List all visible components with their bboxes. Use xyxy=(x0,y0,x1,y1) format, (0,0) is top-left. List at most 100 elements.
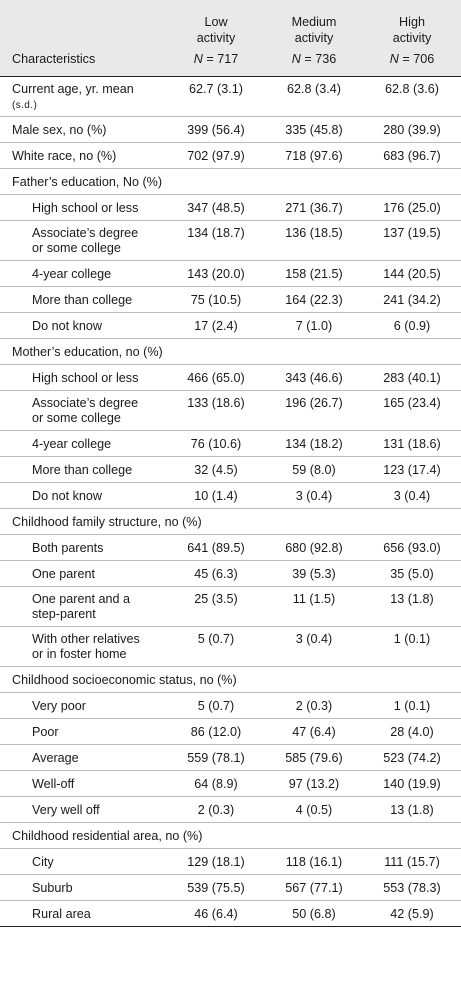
table-row: City 129 (18.1) 118 (16.1) 111 (15.7) xyxy=(0,848,461,875)
cell-low: 466 (65.0) xyxy=(167,364,265,391)
cell-medium: 134 (18.2) xyxy=(265,430,363,457)
table-row: White race, no (%) 702 (97.9) 718 (97.6) 68… xyxy=(0,142,461,169)
cell-medium: 59 (8.0) xyxy=(265,456,363,483)
cell-medium: 567 (77.1) xyxy=(265,874,363,901)
cell-low: 2 (0.3) xyxy=(167,796,265,823)
table-row: Very well off 2 (0.3) 4 (0.5) 13 (1.8) xyxy=(0,796,461,823)
n-label: N xyxy=(291,52,301,66)
row-label: Do not know xyxy=(0,482,167,509)
header-line1: High xyxy=(399,15,425,29)
cell-high: 13 (1.8) xyxy=(363,586,461,627)
row-label: Current age, yr. mean (s.d.) xyxy=(0,76,167,117)
row-label: Associate’s degree or some college xyxy=(0,390,167,431)
row-label-line2: or in foster home xyxy=(32,647,127,661)
cell-low: 64 (8.9) xyxy=(167,770,265,797)
cell-high: 111 (15.7) xyxy=(363,848,461,875)
table-row: Do not know 10 (1.4) 3 (0.4) 3 (0.4) xyxy=(0,482,461,509)
cell-medium: 335 (45.8) xyxy=(265,116,363,143)
cell-high: 123 (17.4) xyxy=(363,456,461,483)
cell-high: 656 (93.0) xyxy=(363,534,461,561)
cell-high: 683 (96.7) xyxy=(363,142,461,169)
row-label: More than college xyxy=(0,456,167,483)
cell-high: 137 (19.5) xyxy=(363,220,461,261)
header-line1: Low xyxy=(204,15,228,29)
cell-medium: 39 (5.3) xyxy=(265,560,363,587)
cell-low: 702 (97.9) xyxy=(167,142,265,169)
n-label: N xyxy=(389,52,399,66)
cell-medium: 118 (16.1) xyxy=(265,848,363,875)
cell-medium: 50 (6.8) xyxy=(265,900,363,927)
cell-low: 539 (75.5) xyxy=(167,874,265,901)
cell-high: 144 (20.5) xyxy=(363,260,461,287)
header-line2: activity xyxy=(196,31,236,45)
row-label: 4-year college xyxy=(0,260,167,287)
row-label: High school or less xyxy=(0,194,167,221)
cell-high: 280 (39.9) xyxy=(363,116,461,143)
cell-medium: 11 (1.5) xyxy=(265,586,363,627)
cell-high: 6 (0.9) xyxy=(363,312,461,339)
cell-medium: 585 (79.6) xyxy=(265,744,363,771)
table-row: Associate’s degree or some college 134 (18… xyxy=(0,220,461,261)
cell-high: 553 (78.3) xyxy=(363,874,461,901)
row-label-line1: With other relatives xyxy=(32,632,140,646)
cell-low: 75 (10.5) xyxy=(167,286,265,313)
n-value: = 736 xyxy=(304,52,337,66)
cell-medium: 164 (22.3) xyxy=(265,286,363,313)
table-row: With other relatives or in foster home 5 (… xyxy=(0,626,461,667)
cell-low: 134 (18.7) xyxy=(167,220,265,261)
header-col-high: High activity xyxy=(363,0,461,46)
header-blank xyxy=(0,0,167,46)
cell-low: 76 (10.6) xyxy=(167,430,265,457)
row-label-line1: Associate’s degree xyxy=(32,226,139,240)
table-row: One parent 45 (6.3) 39 (5.3) 35 (5.0) xyxy=(0,560,461,587)
header-col-low: Low activity xyxy=(167,0,265,46)
row-label-line2: or some college xyxy=(32,241,121,255)
cell-medium: 4 (0.5) xyxy=(265,796,363,823)
cell-high: 13 (1.8) xyxy=(363,796,461,823)
header-characteristics: Characteristics xyxy=(0,46,167,77)
cell-high: 283 (40.1) xyxy=(363,364,461,391)
row-label: Poor xyxy=(0,718,167,745)
table-row: Average 559 (78.1) 585 (79.6) 523 (74.2) xyxy=(0,744,461,771)
table-body: Current age, yr. mean (s.d.) 62.7 (3.1) 62.… xyxy=(0,76,461,927)
table-row: Associate’s degree or some college 133 (18… xyxy=(0,390,461,431)
cell-high: 42 (5.9) xyxy=(363,900,461,927)
row-label: Very well off xyxy=(0,796,167,823)
row-label: Average xyxy=(0,744,167,771)
row-label: Male sex, no (%) xyxy=(0,116,167,143)
row-label: City xyxy=(0,848,167,875)
cell-medium: 97 (13.2) xyxy=(265,770,363,797)
header-line1: Medium xyxy=(291,15,337,29)
n-label: N xyxy=(193,52,203,66)
table-row: Both parents 641 (89.5) 680 (92.8) 656 (93.… xyxy=(0,534,461,561)
cell-medium: 196 (26.7) xyxy=(265,390,363,431)
row-label: Do not know xyxy=(0,312,167,339)
header-n-low: N = 717 xyxy=(167,46,265,77)
cell-medium: 343 (46.6) xyxy=(265,364,363,391)
section-label: Father’s education, No (%) xyxy=(0,168,461,195)
cell-high: 241 (34.2) xyxy=(363,286,461,313)
section-label: Childhood family structure, no (%) xyxy=(0,508,461,535)
section-header-row: Childhood socioeconomic status, no (%) xyxy=(0,666,461,693)
cell-high: 28 (4.0) xyxy=(363,718,461,745)
cell-high: 1 (0.1) xyxy=(363,692,461,719)
cell-low: 559 (78.1) xyxy=(167,744,265,771)
header-line2: activity xyxy=(392,31,432,45)
cell-high: 131 (18.6) xyxy=(363,430,461,457)
section-label: Mother’s education, no (%) xyxy=(0,338,461,365)
section-header-row: Father’s education, No (%) xyxy=(0,168,461,195)
cell-high: 523 (74.2) xyxy=(363,744,461,771)
table-row: Suburb 539 (75.5) 567 (77.1) 553 (78.3) xyxy=(0,874,461,901)
row-label-line2: or some college xyxy=(32,411,121,425)
row-label-line1: Associate’s degree xyxy=(32,396,139,410)
table-row: Well-off 64 (8.9) 97 (13.2) 140 (19.9) xyxy=(0,770,461,797)
table-row: Very poor 5 (0.7) 2 (0.3) 1 (0.1) xyxy=(0,692,461,719)
cell-medium: 680 (92.8) xyxy=(265,534,363,561)
cell-high: 62.8 (3.6) xyxy=(363,76,461,117)
cell-low: 5 (0.7) xyxy=(167,626,265,667)
row-label: Associate’s degree or some college xyxy=(0,220,167,261)
table-row: Do not know 17 (2.4) 7 (1.0) 6 (0.9) xyxy=(0,312,461,339)
cell-low: 143 (20.0) xyxy=(167,260,265,287)
table-row: Current age, yr. mean (s.d.) 62.7 (3.1) 62.… xyxy=(0,76,461,117)
header-line2: activity xyxy=(294,31,334,45)
